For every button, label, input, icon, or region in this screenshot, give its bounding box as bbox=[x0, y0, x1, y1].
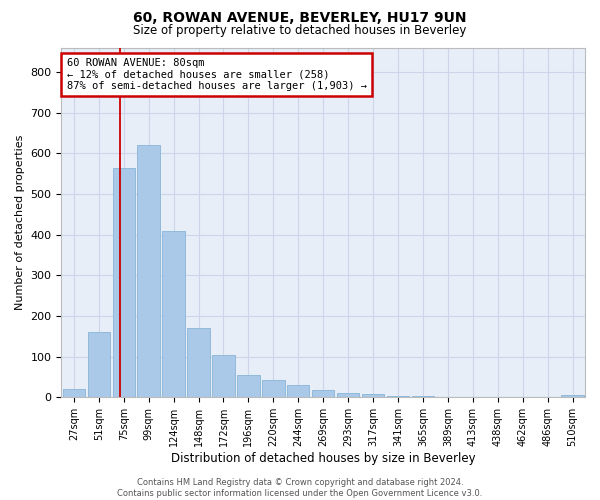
Y-axis label: Number of detached properties: Number of detached properties bbox=[15, 134, 25, 310]
Bar bbox=[212, 354, 235, 398]
Bar bbox=[562, 395, 584, 398]
Bar bbox=[362, 394, 384, 398]
Text: Contains HM Land Registry data © Crown copyright and database right 2024.
Contai: Contains HM Land Registry data © Crown c… bbox=[118, 478, 482, 498]
Bar bbox=[113, 168, 135, 398]
Bar bbox=[312, 390, 334, 398]
Bar bbox=[137, 145, 160, 398]
Bar bbox=[287, 385, 310, 398]
Bar bbox=[187, 328, 210, 398]
Bar bbox=[412, 396, 434, 398]
Text: Size of property relative to detached houses in Beverley: Size of property relative to detached ho… bbox=[133, 24, 467, 37]
X-axis label: Distribution of detached houses by size in Beverley: Distribution of detached houses by size … bbox=[171, 452, 476, 465]
Bar bbox=[62, 389, 85, 398]
Text: 60, ROWAN AVENUE, BEVERLEY, HU17 9UN: 60, ROWAN AVENUE, BEVERLEY, HU17 9UN bbox=[133, 11, 467, 25]
Bar bbox=[387, 396, 409, 398]
Bar bbox=[262, 380, 284, 398]
Bar bbox=[337, 394, 359, 398]
Text: 60 ROWAN AVENUE: 80sqm
← 12% of detached houses are smaller (258)
87% of semi-de: 60 ROWAN AVENUE: 80sqm ← 12% of detached… bbox=[67, 58, 367, 91]
Bar bbox=[163, 230, 185, 398]
Bar bbox=[237, 375, 260, 398]
Bar bbox=[88, 332, 110, 398]
